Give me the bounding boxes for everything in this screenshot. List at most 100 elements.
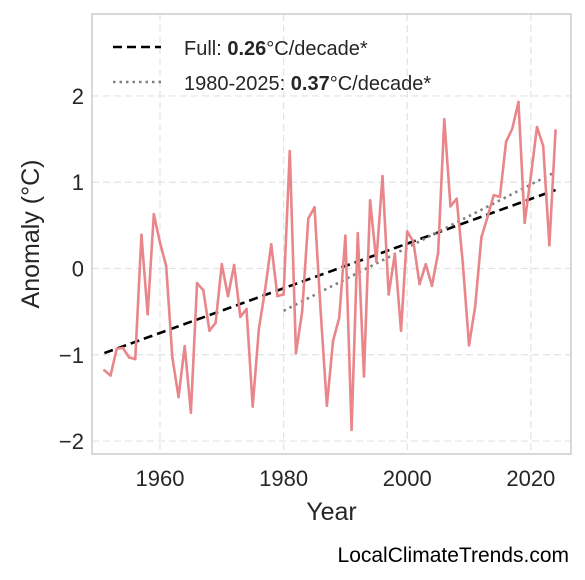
site-credit: LocalClimateTrends.com — [337, 544, 569, 567]
x-tick-label: 1980 — [259, 466, 308, 491]
data-point — [350, 428, 353, 432]
data-point — [504, 140, 508, 143]
data-point — [226, 294, 230, 298]
data-point — [548, 243, 551, 247]
y-tick-label: −2 — [59, 429, 84, 454]
data-point — [115, 347, 119, 351]
data-point — [529, 174, 533, 178]
y-tick-label: 2 — [72, 84, 84, 109]
legend-entry-recent: 1980-2025: 0.37°C/decade* — [184, 73, 431, 95]
data-point — [133, 357, 137, 361]
trend-line-full — [103, 188, 556, 355]
data-point — [455, 197, 458, 200]
legend-recent-value: 0.37 — [291, 73, 330, 95]
x-axis-label: Year — [306, 498, 357, 526]
data-point — [325, 404, 329, 407]
data-point — [276, 294, 279, 298]
data-point — [436, 251, 440, 255]
data-point — [486, 215, 489, 219]
data-point — [405, 230, 409, 233]
data-point — [158, 241, 162, 244]
data-point — [269, 243, 273, 246]
data-point — [498, 195, 502, 199]
data-point — [461, 262, 465, 265]
data-point — [232, 263, 236, 267]
data-point — [257, 327, 261, 331]
data-point — [399, 329, 403, 332]
legend-entry-full: Full: 0.26°C/decade* — [184, 38, 368, 60]
data-point — [319, 310, 322, 313]
data-point — [294, 351, 298, 355]
data-point — [171, 356, 174, 359]
data-point — [412, 240, 415, 244]
data-point — [214, 321, 217, 325]
series-line — [103, 100, 557, 432]
data-point — [393, 252, 397, 256]
data-point — [523, 221, 526, 225]
y-axis-label: Anomaly (°C) — [17, 160, 45, 309]
data-point — [418, 282, 421, 286]
legend: Full: 0.26°C/decade* 1980-2025: 0.37°C/d… — [113, 38, 431, 95]
legend-recent-suffix: °C/decade* — [330, 73, 432, 95]
tick-labels: 1960 1980 2000 2020 −2 −1 0 1 2 — [59, 84, 555, 491]
data-point — [541, 144, 545, 148]
data-point — [331, 339, 335, 343]
data-point — [288, 149, 292, 153]
data-point — [424, 262, 428, 266]
grid — [92, 14, 571, 454]
y-tick-label: −1 — [59, 343, 84, 368]
data-point — [195, 281, 199, 285]
data-point — [127, 356, 131, 359]
legend-recent-prefix: 1980-2025: — [184, 73, 291, 95]
data-point — [554, 129, 557, 132]
data-point — [375, 260, 378, 263]
data-point — [245, 307, 248, 311]
data-point — [189, 411, 193, 414]
data-point — [300, 310, 304, 313]
data-point — [183, 344, 187, 348]
data-point — [263, 288, 267, 292]
data-point — [208, 329, 211, 332]
data-point — [492, 193, 496, 197]
data-point — [251, 405, 254, 408]
data-point — [480, 236, 483, 239]
data-point — [282, 293, 285, 296]
data-point — [473, 305, 477, 308]
data-point — [177, 395, 180, 399]
data-point — [103, 369, 106, 372]
trend-lines — [103, 170, 557, 355]
y-tick-label: 1 — [72, 170, 84, 195]
trend-line-recent — [283, 170, 557, 312]
data-point — [220, 262, 224, 266]
plot-frame — [91, 13, 572, 455]
data-point — [307, 217, 310, 220]
legend-full-value: 0.26 — [227, 38, 266, 60]
data-point — [121, 346, 125, 350]
y-tick-label: 0 — [72, 257, 84, 282]
x-tick-label: 2020 — [506, 466, 555, 491]
data-point — [362, 375, 366, 378]
data-point — [430, 284, 434, 288]
data-point — [201, 288, 205, 292]
x-tick-label: 1960 — [136, 466, 185, 491]
data-point — [146, 312, 149, 316]
data-point — [152, 212, 156, 216]
data-point — [510, 127, 514, 131]
data-point — [344, 234, 347, 238]
legend-full-prefix: Full: — [184, 38, 227, 60]
data-point — [467, 343, 471, 347]
data-point — [337, 316, 341, 319]
data-point — [517, 100, 520, 104]
data-point — [442, 117, 446, 121]
data-point — [535, 125, 539, 129]
legend-full-suffix: °C/decade* — [266, 38, 368, 60]
series-layer — [103, 100, 557, 432]
x-tick-label: 2000 — [383, 466, 432, 491]
data-point — [140, 233, 143, 237]
data-point — [387, 293, 390, 296]
data-point — [449, 205, 452, 208]
data-point — [356, 231, 360, 235]
data-point — [109, 374, 112, 377]
